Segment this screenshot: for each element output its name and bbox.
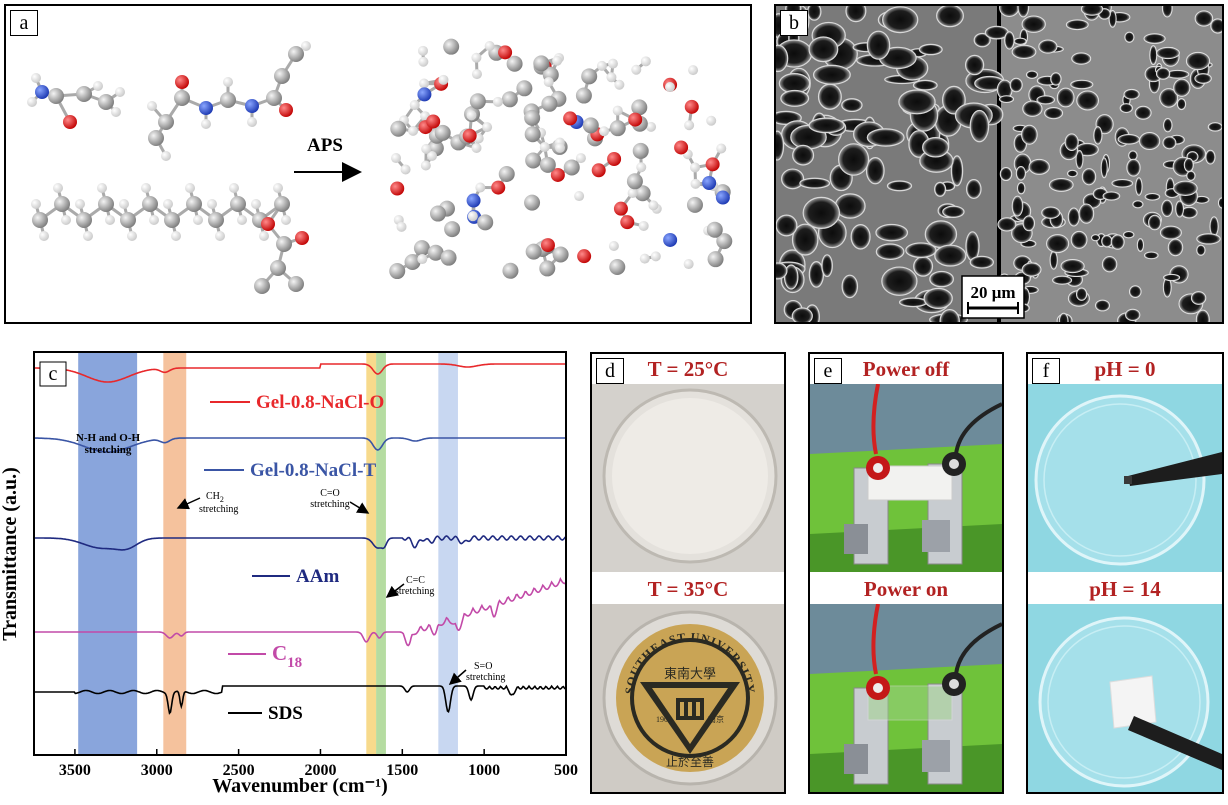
photo-title-f-bottom: pH = 14 <box>1028 574 1222 604</box>
molecule-atoms <box>27 39 732 294</box>
panel-a: a APS <box>4 4 752 324</box>
svg-text:東南大學: 東南大學 <box>664 666 716 681</box>
photo-d-bottom: SOUTHEAST UNIVERSITY 東南大學 1902 南京 止於至善 <box>592 604 784 792</box>
band-4 <box>438 352 458 755</box>
panel-label-f: f <box>1032 358 1060 384</box>
x-tick-label-6: 500 <box>554 762 578 779</box>
photo-e-top <box>810 384 1002 572</box>
panel-b: b 20 μm <box>774 4 1224 324</box>
band-0 <box>78 352 137 755</box>
panel-label-a: a <box>10 10 38 36</box>
photo-f-bottom <box>1028 604 1222 792</box>
photo-title-d-bottom: T = 35°C <box>592 574 784 604</box>
scale-bar-label: 20 μm <box>970 283 1015 302</box>
university-seal: SOUTHEAST UNIVERSITY 東南大學 1902 南京 止於至善 <box>616 624 764 772</box>
panel-d: d T = 25°C T = 35°C SOUTHEAST UNIVERSITY <box>590 352 786 794</box>
svg-text:止於至善: 止於至善 <box>666 754 714 769</box>
sem-images: 20 μm <box>776 6 1222 322</box>
photo-f-top <box>1028 384 1222 572</box>
reaction-arrow-label: APS <box>307 135 343 156</box>
molecular-scheme: APS <box>6 6 750 322</box>
svg-text:1902: 1902 <box>656 715 672 724</box>
panel-f: f pH = 0 pH = 14 <box>1026 352 1224 794</box>
x-tick-label-5: 1000 <box>468 762 500 779</box>
photo-e-bottom <box>810 604 1002 792</box>
series-label-aam: AAm <box>296 566 339 587</box>
x-tick-label-1: 3000 <box>141 762 173 779</box>
panel-label-d: d <box>596 358 624 384</box>
band-1 <box>163 352 186 755</box>
series-label-gel-o: Gel-0.8-NaCl-O <box>256 392 384 413</box>
panel-e: e Power off Power on <box>808 352 1004 794</box>
x-tick-label-4: 1500 <box>386 762 418 779</box>
panel-label-e: e <box>814 358 842 384</box>
series-label-gel-t: Gel-0.8-NaCl-T <box>250 460 376 481</box>
panel-label-c: c <box>40 362 66 386</box>
panel-label-b: b <box>780 10 808 36</box>
svg-text:南京: 南京 <box>708 714 724 724</box>
photo-title-e-bottom: Power on <box>810 574 1002 604</box>
x-axis-label: Wavenumber (cm⁻¹) <box>212 775 388 797</box>
svg-text:c: c <box>49 363 58 385</box>
photo-d-top <box>592 384 784 572</box>
y-axis-label: Transmittance (a.u.) <box>0 467 21 641</box>
series-label-c18: C18 <box>272 641 302 671</box>
x-tick-label-0: 3500 <box>59 762 91 779</box>
series-label-sds: SDS <box>268 703 303 724</box>
